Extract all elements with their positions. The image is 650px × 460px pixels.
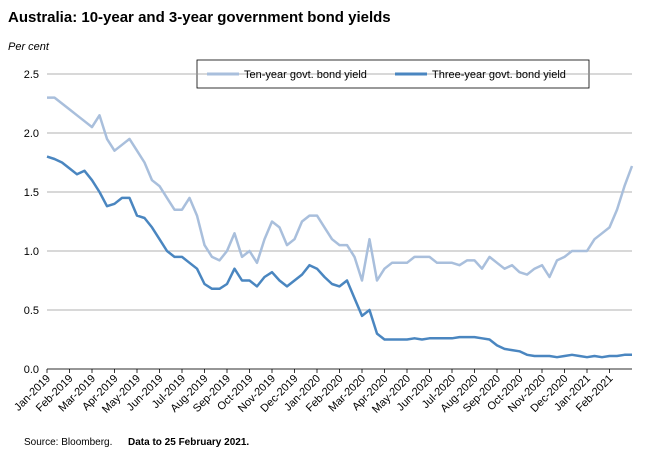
y-tick-label: 2.5 <box>24 69 39 81</box>
y-tick-label: 0.5 <box>24 305 39 317</box>
note: Data to 25 February 2021. <box>128 437 249 448</box>
legend-label: Ten-year govt. bond yield <box>244 69 367 81</box>
chart-subtitle: Per cent <box>8 41 50 53</box>
y-tick-label: 1.5 <box>24 187 39 199</box>
source: Source: Bloomberg. <box>24 437 112 448</box>
y-tick-label: 1.0 <box>24 246 39 258</box>
y-tick-label: 2.0 <box>24 128 39 140</box>
y-tick-label: 0.0 <box>24 364 39 376</box>
series-line <box>46 155 632 359</box>
legend-label: Three-year govt. bond yield <box>432 69 566 81</box>
chart-title: Australia: 10-year and 3-year government… <box>8 9 391 26</box>
series-line <box>47 96 634 282</box>
